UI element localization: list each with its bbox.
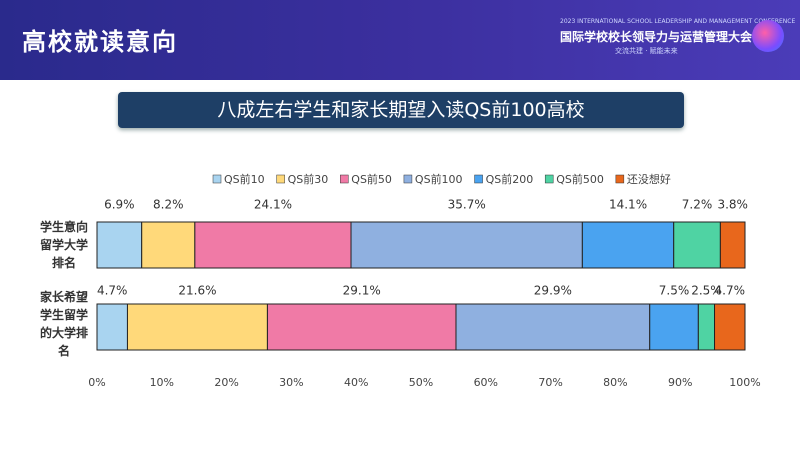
legend-label: QS前50 (351, 172, 392, 186)
bar-segment (96, 303, 128, 351)
x-tick-label: 40% (344, 376, 368, 389)
x-tick-label: 100% (729, 376, 760, 389)
bar-segment (649, 303, 699, 351)
legend-swatch (212, 174, 222, 184)
data-label: 29.1% (343, 284, 381, 298)
logo (752, 20, 784, 52)
x-tick-label: 80% (603, 376, 627, 389)
data-label: 24.1% (254, 198, 292, 212)
bar-segment (141, 221, 196, 269)
legend-label: QS前30 (288, 172, 329, 186)
bar-segment (714, 303, 746, 351)
data-label: 7.5% (659, 284, 690, 298)
x-tick-label: 20% (214, 376, 238, 389)
x-tick-label: 0% (88, 376, 105, 389)
bar-segment (266, 303, 457, 351)
data-label: 4.7% (97, 284, 128, 298)
data-label: 7.2% (682, 198, 713, 212)
legend-label: QS前200 (486, 172, 534, 186)
conference-name: 国际学校校长领导力与运营管理大会 (560, 30, 753, 44)
legend-label: 还没想好 (627, 172, 671, 186)
data-label: 14.1% (609, 198, 647, 212)
legend-label: QS前500 (556, 172, 604, 186)
bar-segment (350, 221, 583, 269)
bar-segment (697, 303, 716, 351)
x-tick-label: 60% (474, 376, 498, 389)
legend-label: QS前100 (415, 172, 463, 186)
legend-swatch (615, 174, 625, 184)
legend-swatch (544, 174, 554, 184)
conference-slogan: 交流共建 · 赋能未来 (615, 47, 678, 55)
legend-swatch (340, 174, 349, 184)
bar-segment (581, 221, 675, 269)
bar-segment (673, 221, 721, 269)
conference-english: 2023 INTERNATIONAL SCHOOL LEADERSHIP AND… (560, 18, 796, 25)
bar-segment (194, 221, 352, 269)
data-label: 6.9% (104, 198, 135, 212)
legend-label: QS前10 (224, 172, 265, 186)
data-label: 8.2% (153, 198, 184, 212)
legend-swatch (403, 174, 413, 184)
bar-segment (719, 221, 746, 269)
data-label: 29.9% (534, 284, 572, 298)
legend-swatch (276, 174, 285, 184)
slide-title: 高校就读意向 (22, 28, 178, 56)
bar-segment (96, 221, 143, 269)
x-tick-label: 90% (668, 376, 692, 389)
legend-swatch (474, 174, 483, 184)
chart-title: 八成左右学生和家长期望入读QS前100高校 (118, 92, 684, 128)
data-label: 35.7% (448, 198, 486, 212)
x-tick-label: 10% (150, 376, 174, 389)
category-label: 学生意向留学大学排名 (39, 220, 88, 270)
data-label: 3.8% (717, 198, 748, 212)
data-label: 21.6% (178, 284, 216, 298)
bar-segment (126, 303, 268, 351)
bar-segment (455, 303, 651, 351)
header-band (0, 0, 800, 80)
data-label: 4.7% (715, 284, 746, 298)
x-tick-label: 70% (538, 376, 562, 389)
category-label: 家长希望学生留学的大学排名 (39, 290, 88, 358)
data-label: 2.5% (691, 284, 722, 298)
x-tick-label: 50% (409, 376, 433, 389)
x-tick-label: 30% (279, 376, 303, 389)
